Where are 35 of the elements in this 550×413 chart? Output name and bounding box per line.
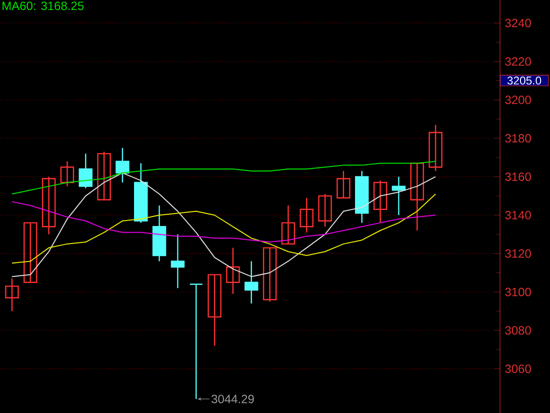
candlestick	[78, 153, 92, 189]
candlestick	[226, 247, 240, 294]
text: MA60: 3168.25	[2, 2, 84, 10]
candlestick	[336, 170, 350, 198]
y-tick-label: 3060	[505, 364, 531, 374]
candlestick	[428, 124, 442, 172]
candlestick	[208, 274, 222, 346]
y-tick-label: 3200	[505, 96, 531, 104]
text: 3205.0	[507, 76, 542, 85]
candlestick	[42, 176, 56, 235]
candlestick	[244, 260, 258, 304]
candlestick	[281, 204, 296, 245]
annotation: 3044.29	[212, 394, 254, 404]
candlestick	[60, 160, 74, 187]
line-series	[11, 194, 436, 264]
y-tick-label: 3140	[505, 210, 531, 220]
y-tick-label: 3080	[505, 326, 531, 335]
candlestick	[24, 222, 38, 283]
y-tick-label: 3160	[505, 172, 531, 181]
candlestick	[97, 151, 111, 200]
candlestick	[116, 147, 130, 184]
candlestick	[170, 234, 185, 289]
candlestick	[5, 278, 19, 312]
candlestick	[410, 162, 424, 232]
candlestick	[392, 176, 406, 216]
line-series	[11, 201, 436, 243]
y-tick-label: 3100	[505, 288, 531, 296]
y-tick-label: 3120	[505, 249, 531, 258]
candlestick	[373, 180, 388, 224]
y-tick-label: 3180	[505, 134, 531, 143]
y-tick-label: 3220	[505, 57, 531, 66]
candlestick	[300, 197, 314, 234]
y-tick-label: 3240	[505, 18, 531, 28]
candlestick	[318, 193, 332, 228]
candlestick	[262, 247, 277, 302]
